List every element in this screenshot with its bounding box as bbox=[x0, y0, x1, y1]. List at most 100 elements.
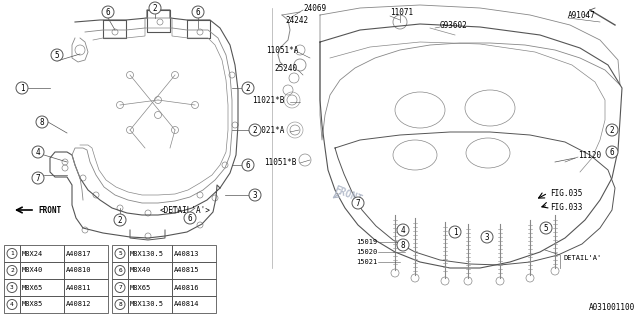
Text: 4: 4 bbox=[36, 148, 40, 156]
Bar bbox=[20, 279, 64, 296]
Bar bbox=[128, 296, 172, 313]
Bar bbox=[64, 262, 108, 279]
Text: 2: 2 bbox=[10, 268, 14, 273]
Text: A40810: A40810 bbox=[66, 268, 92, 274]
Circle shape bbox=[149, 2, 161, 14]
Circle shape bbox=[51, 49, 63, 61]
Text: 15020: 15020 bbox=[356, 249, 377, 255]
Text: A031001100: A031001100 bbox=[589, 303, 635, 312]
Text: 11021*B: 11021*B bbox=[252, 95, 284, 105]
Circle shape bbox=[184, 212, 196, 224]
Text: 11071: 11071 bbox=[390, 7, 413, 17]
Bar bbox=[112, 262, 128, 279]
Text: FIG.033: FIG.033 bbox=[550, 203, 582, 212]
Bar bbox=[20, 245, 64, 262]
Circle shape bbox=[249, 124, 261, 136]
Circle shape bbox=[397, 239, 409, 251]
Text: 24069: 24069 bbox=[303, 4, 326, 12]
Text: 25240: 25240 bbox=[275, 63, 298, 73]
Bar bbox=[112, 245, 128, 262]
Text: G93602: G93602 bbox=[440, 20, 468, 29]
Text: 5: 5 bbox=[544, 223, 548, 233]
Text: <DETAIL'A'>: <DETAIL'A'> bbox=[159, 205, 211, 214]
Text: A40814: A40814 bbox=[174, 301, 200, 308]
Circle shape bbox=[102, 6, 114, 18]
Circle shape bbox=[7, 283, 17, 292]
Text: 6: 6 bbox=[106, 7, 110, 17]
Bar bbox=[64, 279, 108, 296]
Circle shape bbox=[397, 224, 409, 236]
Text: FRONT: FRONT bbox=[333, 185, 364, 205]
Text: 8: 8 bbox=[401, 241, 405, 250]
Bar bbox=[172, 279, 216, 296]
Bar bbox=[64, 245, 108, 262]
Text: 24242: 24242 bbox=[285, 15, 308, 25]
Text: 7: 7 bbox=[118, 285, 122, 290]
Text: A40815: A40815 bbox=[174, 268, 200, 274]
Text: 6: 6 bbox=[610, 148, 614, 156]
Bar bbox=[128, 279, 172, 296]
Text: 11021*A: 11021*A bbox=[252, 125, 284, 134]
Circle shape bbox=[115, 300, 125, 309]
Circle shape bbox=[249, 189, 261, 201]
Text: 3: 3 bbox=[253, 190, 257, 199]
Text: 2: 2 bbox=[610, 125, 614, 134]
Circle shape bbox=[540, 222, 552, 234]
Text: 7: 7 bbox=[356, 198, 360, 207]
Text: FIG.035: FIG.035 bbox=[550, 188, 582, 197]
Bar bbox=[172, 245, 216, 262]
Text: M8X40: M8X40 bbox=[130, 268, 151, 274]
Text: 6: 6 bbox=[196, 7, 200, 17]
Circle shape bbox=[606, 146, 618, 158]
Text: 6: 6 bbox=[188, 213, 192, 222]
Bar bbox=[20, 296, 64, 313]
Text: M8X65: M8X65 bbox=[22, 284, 44, 291]
Circle shape bbox=[192, 6, 204, 18]
Text: M8X85: M8X85 bbox=[22, 301, 44, 308]
Circle shape bbox=[32, 146, 44, 158]
Text: A40817: A40817 bbox=[66, 251, 92, 257]
Circle shape bbox=[606, 124, 618, 136]
Text: 11051*B: 11051*B bbox=[264, 157, 296, 166]
Text: M8X24: M8X24 bbox=[22, 251, 44, 257]
Circle shape bbox=[242, 159, 254, 171]
Bar bbox=[128, 262, 172, 279]
Circle shape bbox=[352, 197, 364, 209]
Text: 7: 7 bbox=[36, 173, 40, 182]
Bar bbox=[64, 296, 108, 313]
Text: A40811: A40811 bbox=[66, 284, 92, 291]
Text: 5: 5 bbox=[118, 251, 122, 256]
Text: M8X65: M8X65 bbox=[130, 284, 151, 291]
Circle shape bbox=[115, 266, 125, 276]
Bar bbox=[112, 296, 128, 313]
Circle shape bbox=[115, 249, 125, 259]
Circle shape bbox=[115, 283, 125, 292]
Circle shape bbox=[114, 214, 126, 226]
Circle shape bbox=[7, 300, 17, 309]
Text: 8: 8 bbox=[118, 302, 122, 307]
Text: 6: 6 bbox=[246, 161, 250, 170]
Text: 2: 2 bbox=[253, 125, 257, 134]
Text: 1: 1 bbox=[452, 228, 458, 236]
Circle shape bbox=[242, 82, 254, 94]
Text: FRONT: FRONT bbox=[38, 205, 61, 214]
Text: DETAIL'A': DETAIL'A' bbox=[563, 255, 601, 261]
Text: 4: 4 bbox=[10, 302, 14, 307]
Text: 15019: 15019 bbox=[356, 239, 377, 245]
Circle shape bbox=[7, 249, 17, 259]
Bar bbox=[4, 262, 20, 279]
Text: 2: 2 bbox=[118, 215, 122, 225]
Bar bbox=[20, 262, 64, 279]
Text: 1: 1 bbox=[10, 251, 14, 256]
Text: M8X130.5: M8X130.5 bbox=[130, 251, 164, 257]
Text: M8X130.5: M8X130.5 bbox=[130, 301, 164, 308]
Bar bbox=[112, 279, 128, 296]
Bar bbox=[4, 245, 20, 262]
Text: M8X40: M8X40 bbox=[22, 268, 44, 274]
Circle shape bbox=[449, 226, 461, 238]
Bar bbox=[4, 296, 20, 313]
Bar bbox=[172, 262, 216, 279]
Text: 11120: 11120 bbox=[578, 150, 601, 159]
Text: 2: 2 bbox=[246, 84, 250, 92]
Text: 4: 4 bbox=[401, 226, 405, 235]
